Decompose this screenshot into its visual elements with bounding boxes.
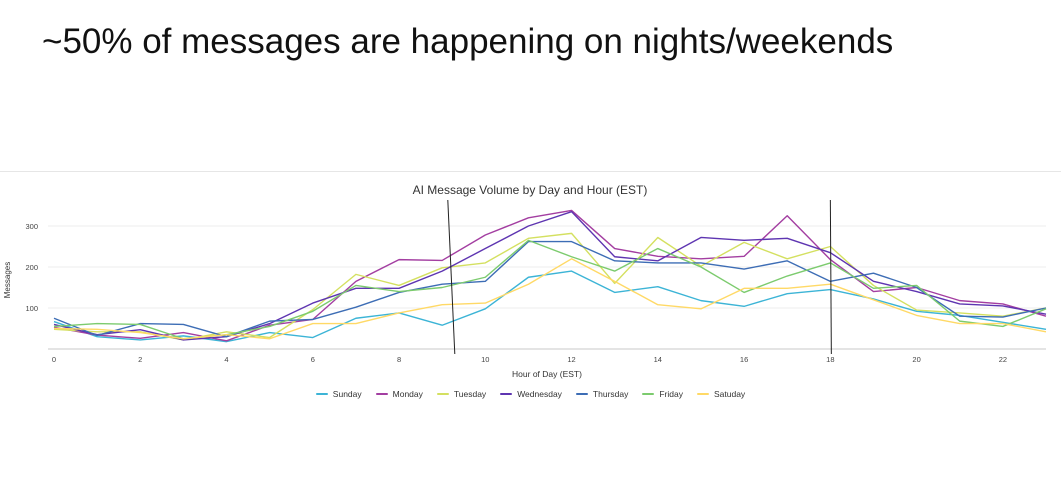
legend-label: Monday: [392, 389, 423, 399]
legend-swatch: [642, 393, 655, 395]
legend-item[interactable]: Tuesday: [436, 389, 487, 399]
x-tick-label: 14: [654, 355, 662, 364]
legend-item[interactable]: Wednesday: [500, 389, 562, 399]
legend-swatch: [375, 393, 388, 395]
series-line-monday: [53, 209, 1047, 342]
x-tick-label: 4: [224, 355, 228, 364]
legend-label: Satuday: [713, 389, 746, 399]
x-tick-label: 12: [567, 355, 575, 364]
legend-label: Friday: [659, 389, 683, 399]
legend-label: Thursday: [592, 389, 629, 399]
legend-item[interactable]: Satuday: [696, 389, 746, 399]
y-tick-label: 200: [25, 263, 38, 272]
chart-title: AI Message Volume by Day and Hour (EST): [413, 183, 648, 197]
vertical-marker-line: [447, 199, 456, 355]
legend-item[interactable]: Sunday: [315, 389, 362, 399]
legend-label: Sunday: [332, 389, 362, 399]
x-tick-label: 20: [912, 355, 920, 364]
slide-title: ~50% of messages are happening on nights…: [42, 22, 894, 61]
legend-label: Tuesday: [453, 389, 487, 399]
x-tick-label: 2: [138, 355, 142, 364]
y-tick-labels: 100 200 300: [25, 222, 38, 313]
vertical-marker-lines: [447, 199, 832, 355]
series-line-sunday: [53, 270, 1047, 343]
legend-item[interactable]: Monday: [375, 389, 423, 399]
chart-panel: AI Message Volume by Day and Hour (EST) …: [0, 171, 1061, 412]
x-axis-label: Hour of Day (EST): [512, 369, 582, 379]
x-tick-label: 18: [826, 355, 834, 364]
series-lines: [53, 209, 1047, 343]
series-line-satuday: [53, 258, 1047, 340]
series-line-tuesday: [53, 232, 1047, 341]
x-tick-label: 22: [999, 355, 1007, 364]
x-tick-label: 8: [397, 355, 401, 364]
legend-item[interactable]: Friday: [642, 389, 683, 399]
vertical-marker-line: [829, 199, 832, 355]
x-tick-label: 16: [740, 355, 748, 364]
legend-swatch: [315, 393, 328, 395]
y-axis-label: Messages: [3, 262, 12, 298]
grid-lines: [48, 225, 1046, 309]
legend-item[interactable]: Thursday: [575, 389, 629, 399]
x-tick-label: 0: [52, 355, 56, 364]
legend-swatch: [436, 393, 449, 395]
line-chart: AI Message Volume by Day and Hour (EST) …: [3, 183, 1047, 379]
x-tick-label: 6: [311, 355, 315, 364]
legend-swatch: [575, 393, 588, 395]
y-tick-label: 100: [25, 304, 38, 313]
legend-label: Wednesday: [517, 389, 562, 399]
legend-swatch: [696, 393, 709, 395]
chart-legend: Sunday Monday Tuesday Wednesday Thursday Frid…: [0, 389, 1061, 399]
x-tick-labels: 0 2 4 6 8 10 12 14 16 18 20 22: [52, 355, 1007, 364]
legend-swatch: [500, 393, 513, 395]
y-tick-label: 300: [25, 222, 38, 231]
series-line-wednesday: [53, 210, 1047, 341]
x-tick-label: 10: [481, 355, 489, 364]
